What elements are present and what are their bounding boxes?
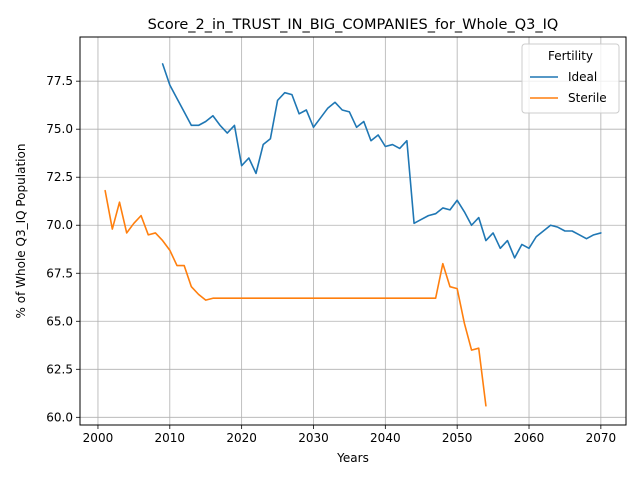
legend-title: Fertility [548, 49, 593, 63]
y-tick-label: 72.5 [46, 170, 73, 184]
y-tick-label: 67.5 [46, 266, 73, 280]
x-tick-label: 2030 [298, 431, 329, 445]
x-tick-label: 2020 [226, 431, 257, 445]
x-tick-label: 2050 [442, 431, 473, 445]
legend-box [521, 43, 620, 114]
plot-frame [79, 36, 627, 426]
series-line-sterile [104, 189, 487, 407]
chart-title: Score_2_in_TRUST_IN_BIG_COMPANIES_for_Wh… [148, 17, 559, 33]
legend-items: Ideal Sterile [530, 70, 607, 105]
y-tick-label: 70.0 [46, 218, 73, 232]
legend: Fertility Ideal Sterile [521, 43, 620, 114]
legend-label-ideal: Ideal [568, 70, 597, 84]
series-line-ideal [161, 63, 602, 259]
y-tick-label: 62.5 [46, 362, 73, 376]
y-axis-label: % of Whole Q3_IQ Population [14, 144, 28, 319]
x-axis: 2000 2010 2020 2030 2040 2050 2060 2070 [83, 425, 616, 445]
legend-label-sterile: Sterile [568, 91, 607, 105]
x-tick-label: 2010 [155, 431, 186, 445]
y-tick-label: 75.0 [46, 122, 73, 136]
y-axis: 60.0 62.5 65.0 67.5 70.0 72.5 75.0 77.5 [46, 74, 80, 424]
series-layer [104, 63, 602, 407]
x-tick-label: 2000 [83, 431, 114, 445]
y-tick-label: 77.5 [46, 74, 73, 88]
x-tick-label: 2060 [514, 431, 545, 445]
y-tick-label: 65.0 [46, 314, 73, 328]
x-axis-label: Years [336, 451, 369, 465]
x-tick-label: 2040 [370, 431, 401, 445]
y-tick-label: 60.0 [46, 410, 73, 424]
x-tick-label: 2070 [586, 431, 617, 445]
